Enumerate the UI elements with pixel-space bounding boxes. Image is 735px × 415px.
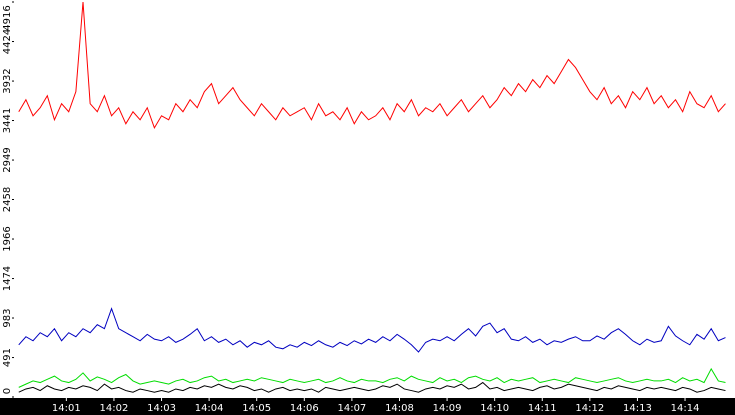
x-tick-label: 14:01 bbox=[52, 403, 81, 414]
x-tick-label: 14:03 bbox=[147, 403, 176, 414]
y-tick-label: 983 bbox=[2, 308, 13, 327]
series-line bbox=[18, 307, 726, 353]
x-tick-label: 14:10 bbox=[480, 403, 509, 414]
x-tick-label: 14:07 bbox=[337, 403, 366, 414]
y-tick-label: 4916 bbox=[2, 5, 13, 30]
y-tick-label: 3932 bbox=[2, 68, 13, 93]
y-tick-label: 4424 bbox=[2, 29, 13, 54]
y-tick-label: 0 bbox=[2, 388, 13, 394]
x-tick-label: 14:08 bbox=[385, 403, 414, 414]
x-tick-label: 14:04 bbox=[195, 403, 224, 414]
x-tick-label: 14:05 bbox=[242, 403, 271, 414]
y-tick-label: 2949 bbox=[2, 147, 13, 172]
x-tick-label: 14:02 bbox=[100, 403, 129, 414]
series-line bbox=[18, 367, 726, 388]
x-tick-label: 14:14 bbox=[671, 403, 700, 414]
x-tick-label: 14:12 bbox=[575, 403, 604, 414]
series-line bbox=[18, 381, 726, 393]
x-tick-label: 14:09 bbox=[433, 403, 462, 414]
x-tick-label: 14:11 bbox=[528, 403, 557, 414]
x-axis-band bbox=[0, 398, 735, 415]
y-tick-label: 491 bbox=[2, 348, 13, 367]
series-line bbox=[18, 1, 726, 130]
y-tick-label: 3441 bbox=[2, 108, 13, 133]
y-tick-label: 1966 bbox=[2, 226, 13, 251]
y-tick-label: 1474 bbox=[2, 266, 13, 291]
y-tick-label: 2458 bbox=[2, 187, 13, 212]
x-tick-label: 14:06 bbox=[290, 403, 319, 414]
x-tick-label: 14:13 bbox=[623, 403, 652, 414]
